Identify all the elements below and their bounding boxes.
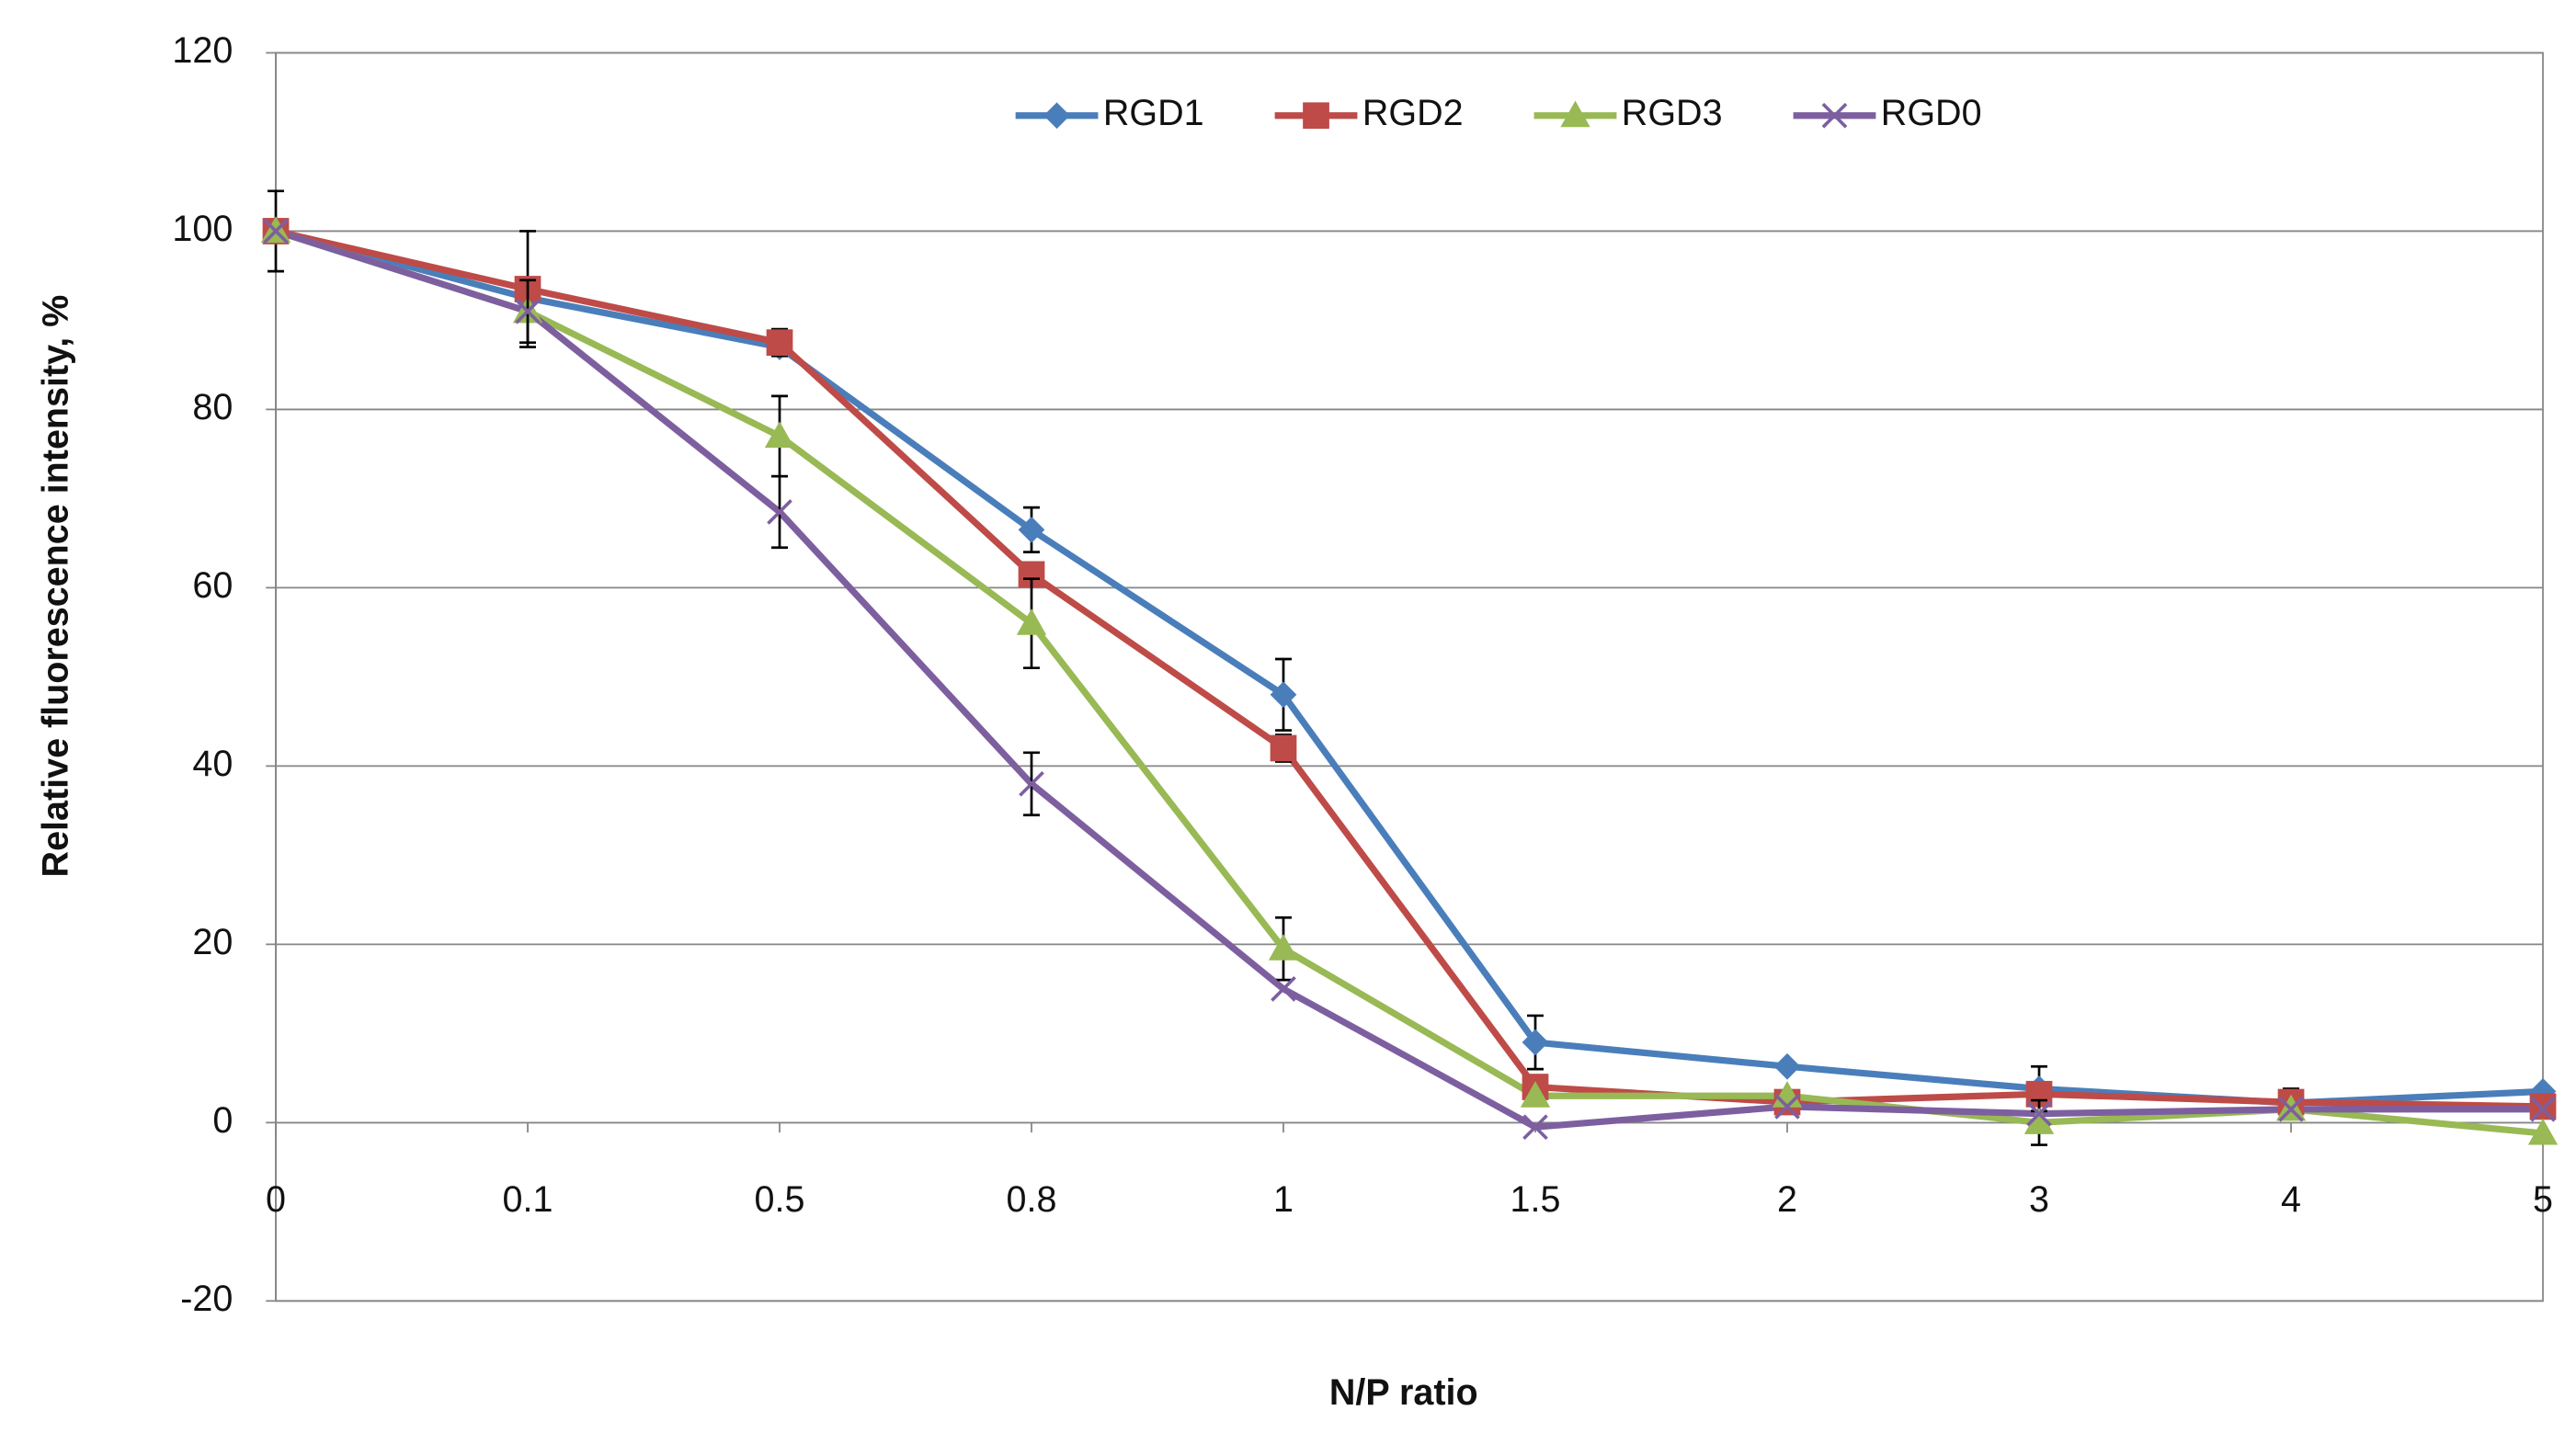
- x-tick-label: 5: [2533, 1179, 2553, 1220]
- marker: [515, 298, 541, 324]
- legend-label: RGD1: [1103, 93, 1204, 133]
- legend-marker: [1821, 102, 1848, 129]
- y-tick-label: 20: [192, 922, 233, 962]
- x-tick-label: 1.5: [1510, 1179, 1561, 1220]
- y-tick-label: 0: [212, 1100, 233, 1141]
- x-tick-label: 1: [1273, 1179, 1294, 1220]
- x-tick-label: 0: [266, 1179, 286, 1220]
- y-tick-label: -20: [180, 1279, 233, 1319]
- x-tick-label: 0.8: [1007, 1179, 1057, 1220]
- legend-marker: [1043, 102, 1070, 130]
- marker: [2026, 1100, 2052, 1127]
- marker: [1774, 1094, 1800, 1120]
- marker: [2529, 1093, 2557, 1120]
- y-tick-label: 100: [172, 209, 233, 249]
- marker: [1270, 681, 1297, 709]
- legend-label: RGD3: [1622, 93, 1723, 133]
- y-axis-title: Relative fluorescence intensity, %: [35, 295, 75, 878]
- marker: [1522, 1114, 1548, 1141]
- legend-marker: [1560, 100, 1590, 128]
- legend-label: RGD2: [1362, 93, 1464, 133]
- x-tick-label: 3: [2029, 1179, 2049, 1220]
- marker: [767, 499, 792, 525]
- marker: [1268, 934, 1299, 961]
- marker: [2527, 1118, 2559, 1145]
- y-tick-label: 40: [192, 744, 233, 784]
- y-tick-label: 120: [172, 30, 233, 71]
- marker: [263, 218, 289, 245]
- legend-marker: [1303, 102, 1329, 130]
- legend-label: RGD0: [1881, 93, 1982, 133]
- marker: [1019, 770, 1044, 797]
- series-line: [275, 227, 2544, 1110]
- marker: [1773, 1052, 1801, 1080]
- x-tick-label: 0.1: [503, 1179, 553, 1220]
- y-tick-label: 80: [192, 387, 233, 427]
- series-line: [275, 227, 2544, 1107]
- marker: [2023, 1108, 2055, 1134]
- marker: [1016, 608, 1047, 635]
- x-tick-label: 4: [2281, 1179, 2301, 1220]
- series-line: [274, 228, 2544, 1137]
- marker: [766, 329, 793, 357]
- marker: [2278, 1096, 2304, 1122]
- marker: [2530, 1096, 2556, 1122]
- x-axis-title: N/P ratio: [1329, 1372, 1478, 1413]
- marker: [1270, 734, 1297, 762]
- x-tick-label: 2: [1777, 1179, 1797, 1220]
- series-line: [274, 228, 2544, 1131]
- y-tick-label: 60: [192, 565, 233, 606]
- marker: [1271, 976, 1296, 1002]
- x-tick-label: 0.5: [755, 1179, 805, 1220]
- marker: [764, 421, 795, 449]
- marker: [1520, 1081, 1551, 1108]
